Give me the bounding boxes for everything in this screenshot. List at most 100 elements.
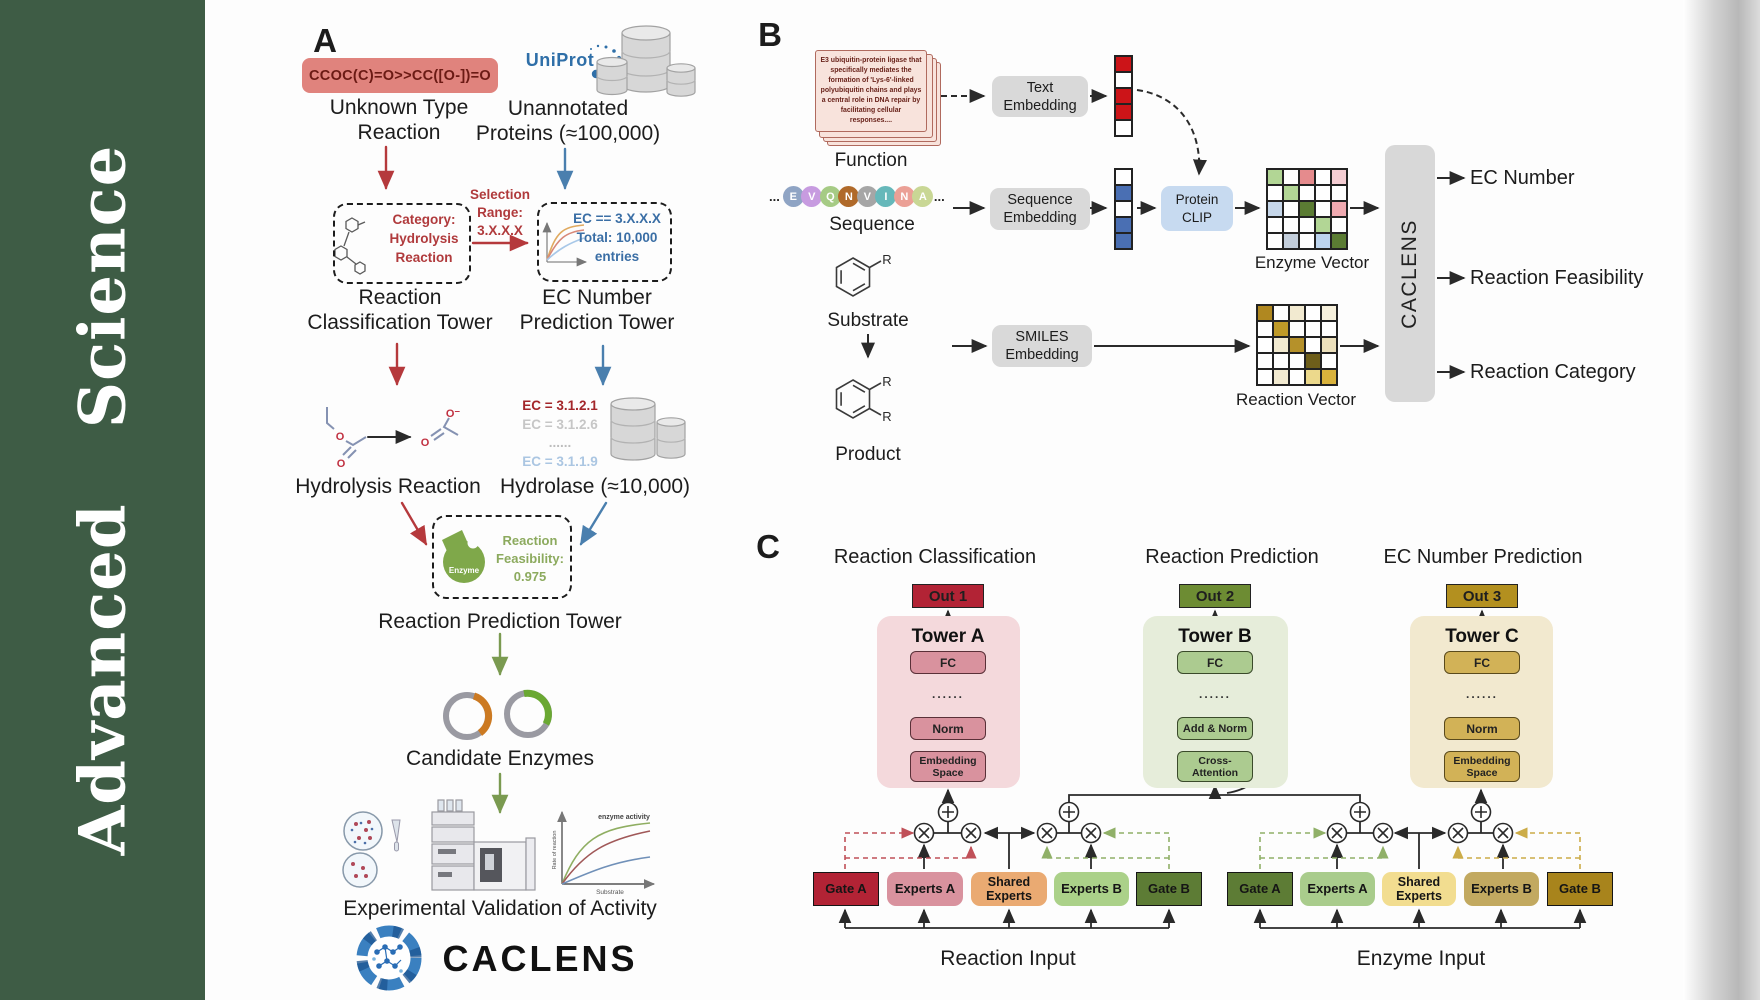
hplc-instrument-icon <box>431 799 536 891</box>
plus-operator <box>1058 801 1080 823</box>
plot-ylabel: Rate of reaction <box>552 831 558 870</box>
samples-icon <box>342 811 401 888</box>
enzyme-blob-label: Enzyme <box>448 566 480 575</box>
reaction-feasibility-box <box>432 515 572 599</box>
out-1-box: Out 1 <box>912 584 984 608</box>
gate-dashed-paths <box>844 827 1581 869</box>
tower-b-add-norm-box: Add & Norm <box>1177 717 1253 740</box>
times-operator <box>1036 822 1058 844</box>
reaction-vector-label: Reaction Vector <box>1235 390 1357 409</box>
r-group-label: R <box>882 374 891 389</box>
header-reaction-prediction: Reaction Prediction <box>1145 546 1319 568</box>
sequence-embedding-vector <box>1114 168 1133 250</box>
tower-a-fc-box: FC <box>910 651 986 674</box>
feasibility-text: Reaction Feasibility: 0.975 <box>496 533 564 584</box>
molecule-atom-labels: O O O⁻ O <box>336 408 461 470</box>
enzyme-vector-grid <box>1266 168 1348 250</box>
ec-candidates-list: EC = 3.1.2.1 EC = 3.1.2.6 ...... EC = 3.… <box>522 398 598 469</box>
unannotated-proteins-label: Unannotated Proteins (≈100,000) <box>475 97 661 145</box>
activity-plot: enzyme activity Substrate Rate of reacti… <box>552 810 656 896</box>
function-label: Function <box>834 150 908 171</box>
tower-c-dots: ...... <box>1465 687 1499 701</box>
tower-a-title: Tower A <box>911 626 985 647</box>
smiles-reaction-box: CCOC(C)=O>>CC([O-])=O <box>302 58 498 93</box>
svg-text:O⁻: O⁻ <box>446 408 461 420</box>
out-3-box: Out 3 <box>1446 584 1518 608</box>
text-embedding-box: Text Embedding <box>992 76 1088 117</box>
enzyme-gate-a: Gate A <box>1227 872 1293 906</box>
header-ec-number-prediction: EC Number Prediction <box>1383 546 1583 568</box>
times-operator <box>1326 822 1348 844</box>
output-reaction-category: Reaction Category <box>1470 361 1636 383</box>
enzyme-icon <box>442 530 485 583</box>
uniprot-wordmark: UniProt <box>525 50 595 70</box>
panel-a-label: A <box>313 22 337 59</box>
molecule-sketch-icon <box>334 217 366 275</box>
tower-a-norm-box: Norm <box>910 717 986 740</box>
plot-xlabel: Substrate <box>596 889 624 896</box>
hydrolysis-molecules <box>326 407 459 459</box>
enzyme-gate-b: Gate B <box>1547 872 1613 906</box>
sequence-label: Sequence <box>829 214 915 235</box>
tower-b-title: Tower B <box>1178 626 1252 647</box>
enzyme-experts-a: Experts A <box>1300 872 1375 906</box>
tower-c-norm-box: Norm <box>1444 717 1520 740</box>
reaction-gate-b: Gate B <box>1136 872 1202 906</box>
tower-c-title: Tower C <box>1445 626 1519 647</box>
panel-b-label: B <box>758 16 782 53</box>
ellipsis: ... <box>933 189 945 204</box>
ec-range-text: EC == 3.X.X.X Total: 10,000 entries <box>573 211 661 264</box>
enzyme-shared-experts: Shared Experts <box>1382 872 1456 906</box>
sequence-embedding-box: Sequence Embedding <box>990 188 1090 230</box>
plus-operator <box>937 801 959 823</box>
times-operator <box>1372 822 1394 844</box>
times-operator <box>1080 822 1102 844</box>
svg-text:O: O <box>337 458 346 470</box>
page-edge-shadow <box>1683 0 1760 1000</box>
reaction-gate-a: Gate A <box>813 872 879 906</box>
hydrolase-label: Hydrolase (≈10,000) <box>499 475 691 498</box>
reaction-vector-grid <box>1256 304 1338 386</box>
plus-operator <box>1349 801 1371 823</box>
r-group-label: R <box>882 409 891 424</box>
ellipsis: ... <box>769 189 780 204</box>
text-embedding-vector <box>1114 55 1133 137</box>
output-ec-number: EC Number <box>1470 167 1575 189</box>
reaction-input-label: Reaction Input <box>940 947 1076 970</box>
journal-sidebar: Advanced Science <box>0 0 205 1000</box>
header-reaction-classification: Reaction Classification <box>833 546 1037 568</box>
times-operator <box>1447 822 1469 844</box>
smiles-embedding-box: SMILES Embedding <box>992 325 1092 367</box>
database-icons-uniprot <box>596 25 696 97</box>
svg-text:O: O <box>421 437 430 449</box>
enzyme-vector-label: Enzyme Vector <box>1254 253 1370 272</box>
enzyme-experts-b: Experts B <box>1464 872 1539 906</box>
plasmid-icons <box>443 689 552 740</box>
out-2-box: Out 2 <box>1179 584 1251 608</box>
output-reaction-feasibility: Reaction Feasibility <box>1470 267 1644 289</box>
tower-b-dots: ...... <box>1198 687 1232 701</box>
tower-a-dots: ...... <box>931 687 965 701</box>
function-card: E3 ubiquitin-protein ligase that specifi… <box>815 50 927 132</box>
reaction-classification-box <box>333 203 471 284</box>
caclens-wordmark: CACLENS <box>442 938 638 979</box>
caclens-model-block: CACLENS <box>1385 145 1435 402</box>
tower-b-cross-attention-box: Cross- Attention <box>1177 751 1253 782</box>
panel-c-label: C <box>756 528 780 565</box>
enzyme-input-label: Enzyme Input <box>1356 947 1486 970</box>
protein-clip-box: Protein CLIP <box>1161 186 1233 231</box>
candidate-enzymes-label: Candidate Enzymes <box>406 747 594 770</box>
experimental-validation-label: Experimental Validation of Activity <box>343 897 657 920</box>
r-group-label: R <box>882 252 891 267</box>
database-icons-hydrolase <box>610 397 686 461</box>
tower-a-embedding-box: Embedding Space <box>910 751 986 782</box>
ec-prediction-box <box>537 202 672 282</box>
panel-a-arrows <box>367 145 612 814</box>
reaction-experts-b: Experts B <box>1054 872 1129 906</box>
product-label: Product <box>835 444 901 465</box>
tower-c-fc-box: FC <box>1444 651 1520 674</box>
curves-icon <box>542 221 588 267</box>
